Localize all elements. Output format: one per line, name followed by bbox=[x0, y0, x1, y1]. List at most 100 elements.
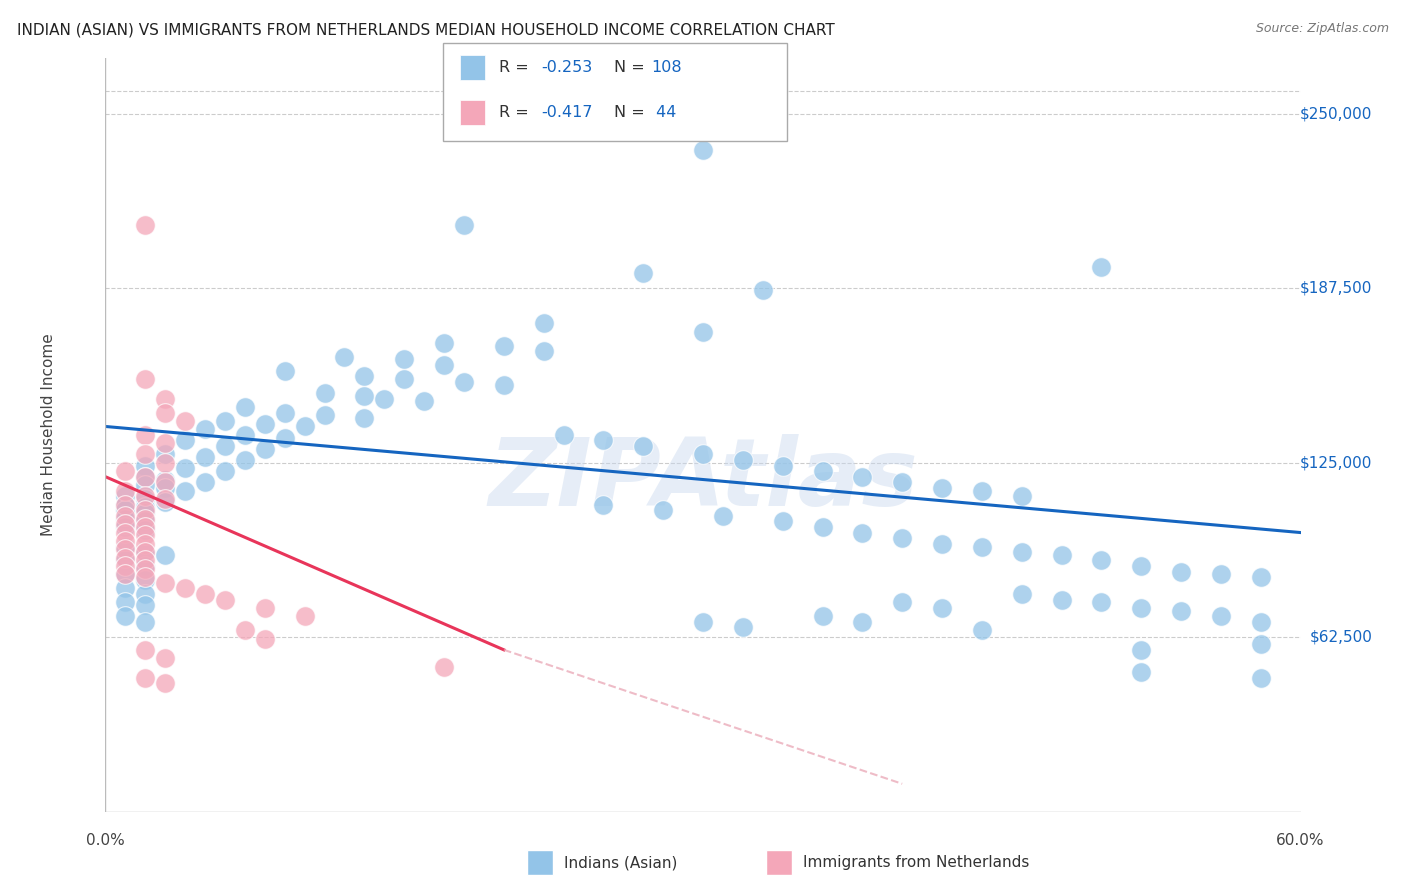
Point bbox=[114, 517, 136, 532]
Point bbox=[553, 427, 575, 442]
Point bbox=[153, 491, 177, 506]
Point bbox=[134, 598, 156, 612]
Point bbox=[233, 624, 256, 638]
Point bbox=[314, 386, 336, 401]
Point bbox=[1011, 587, 1033, 601]
Point bbox=[294, 609, 316, 624]
Point bbox=[253, 442, 276, 456]
Point bbox=[1209, 609, 1232, 624]
Point bbox=[453, 219, 475, 233]
Point bbox=[153, 456, 177, 470]
Text: Immigrants from Netherlands: Immigrants from Netherlands bbox=[803, 855, 1029, 870]
Point bbox=[433, 358, 456, 372]
Point bbox=[533, 316, 555, 330]
Point bbox=[114, 464, 136, 478]
Point bbox=[592, 434, 614, 448]
Text: $187,500: $187,500 bbox=[1301, 281, 1372, 296]
Point bbox=[592, 498, 614, 512]
Point bbox=[194, 450, 217, 465]
Point bbox=[153, 473, 177, 487]
Point bbox=[711, 508, 734, 523]
Point bbox=[134, 447, 156, 461]
Point bbox=[114, 567, 136, 582]
Point bbox=[851, 525, 873, 540]
Point bbox=[1250, 671, 1272, 685]
Point bbox=[134, 511, 156, 525]
Point bbox=[433, 335, 456, 350]
Point bbox=[273, 405, 295, 419]
Point bbox=[692, 447, 714, 461]
Point bbox=[811, 464, 834, 478]
Text: $62,500: $62,500 bbox=[1309, 630, 1372, 645]
Point bbox=[731, 453, 754, 467]
Point bbox=[931, 481, 953, 495]
Point bbox=[134, 553, 156, 567]
Point bbox=[1250, 615, 1272, 629]
Point bbox=[851, 615, 873, 629]
Point bbox=[214, 464, 236, 478]
Point bbox=[453, 375, 475, 389]
Point bbox=[772, 515, 794, 529]
Point bbox=[114, 489, 136, 503]
Point bbox=[1130, 665, 1153, 680]
Point bbox=[692, 143, 714, 157]
Point bbox=[134, 537, 156, 551]
Point bbox=[114, 520, 136, 534]
Point bbox=[970, 540, 993, 554]
Point bbox=[214, 592, 236, 607]
Point bbox=[134, 528, 156, 542]
Point bbox=[233, 453, 256, 467]
Point bbox=[134, 573, 156, 587]
Point bbox=[772, 458, 794, 473]
Point bbox=[1130, 642, 1153, 657]
Point bbox=[633, 266, 655, 280]
Point bbox=[153, 481, 177, 495]
Text: Median Household Income: Median Household Income bbox=[41, 334, 56, 536]
Point bbox=[633, 439, 655, 453]
Point bbox=[114, 559, 136, 574]
Point bbox=[194, 475, 217, 490]
Point bbox=[174, 483, 197, 498]
Point bbox=[174, 434, 197, 448]
Text: $250,000: $250,000 bbox=[1301, 106, 1372, 121]
Text: $125,000: $125,000 bbox=[1301, 455, 1372, 470]
Point bbox=[114, 508, 136, 523]
Point bbox=[134, 545, 156, 559]
Point bbox=[114, 553, 136, 567]
Point bbox=[194, 587, 217, 601]
Text: 44: 44 bbox=[651, 105, 676, 120]
Point bbox=[114, 550, 136, 565]
Point bbox=[851, 469, 873, 483]
Point bbox=[314, 409, 336, 423]
Point bbox=[134, 469, 156, 483]
Point bbox=[970, 624, 993, 638]
Point bbox=[114, 533, 136, 548]
Point bbox=[891, 595, 914, 609]
Point bbox=[1209, 567, 1232, 582]
Text: -0.417: -0.417 bbox=[541, 105, 593, 120]
Point bbox=[273, 431, 295, 445]
Point bbox=[134, 372, 156, 386]
Point bbox=[811, 609, 834, 624]
Point bbox=[134, 562, 156, 576]
Point bbox=[273, 364, 295, 378]
Point bbox=[731, 620, 754, 634]
Point bbox=[1011, 545, 1033, 559]
Point bbox=[153, 548, 177, 562]
Point bbox=[134, 545, 156, 559]
Point bbox=[114, 540, 136, 554]
Point bbox=[174, 461, 197, 475]
Point bbox=[413, 394, 436, 409]
Point bbox=[114, 542, 136, 557]
Point bbox=[114, 498, 136, 512]
Point bbox=[153, 475, 177, 490]
Point bbox=[433, 659, 456, 673]
Point bbox=[153, 651, 177, 665]
Point bbox=[174, 582, 197, 596]
Point bbox=[492, 377, 515, 392]
Text: R =: R = bbox=[499, 61, 534, 75]
Point bbox=[114, 498, 136, 512]
Point bbox=[751, 283, 773, 297]
Point bbox=[134, 520, 156, 534]
Point bbox=[353, 389, 375, 403]
